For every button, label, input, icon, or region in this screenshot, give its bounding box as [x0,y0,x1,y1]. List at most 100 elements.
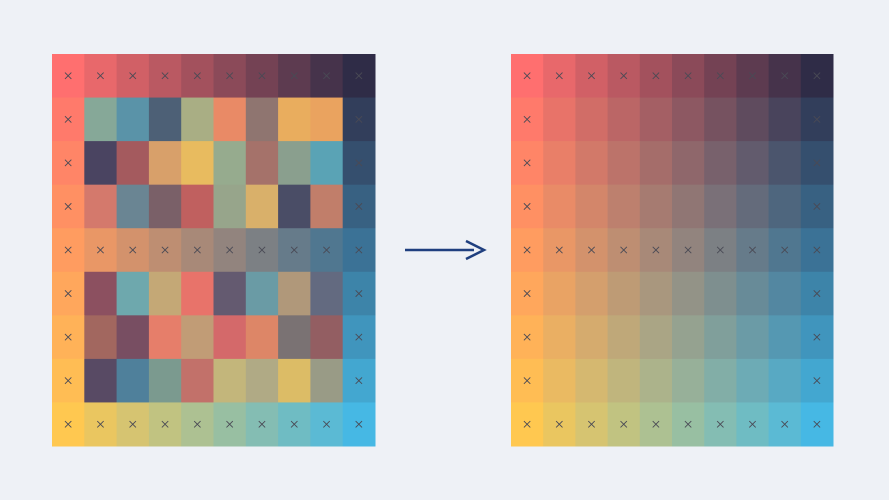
cross-marker [716,420,724,428]
cross-marker [813,377,821,385]
cell [213,141,247,186]
cell [575,97,609,142]
cross-marker [813,290,821,298]
cell [84,315,118,360]
cell [310,97,344,142]
cross-marker [355,115,363,123]
cell [639,358,673,403]
cell [116,141,150,186]
cross-marker [555,420,563,428]
cross-marker [813,202,821,210]
cross-marker [161,420,169,428]
cell [278,97,311,142]
cross-marker [161,246,169,254]
cross-marker [620,246,628,254]
cross-marker [813,246,821,254]
cell [278,141,311,186]
cell [607,315,641,360]
cross-marker [323,420,331,428]
cross-marker [748,420,757,428]
cross-marker [781,420,789,428]
cross-marker [523,246,531,254]
cell [181,141,214,186]
cross-marker [716,246,724,254]
cell [310,358,344,403]
cell [736,184,770,229]
cross-marker [523,290,531,298]
cell [84,358,118,403]
cell [181,97,214,142]
cell [278,271,311,316]
cross-marker [355,202,363,210]
cell [768,315,802,360]
cell [607,97,641,142]
cross-marker [64,202,72,210]
cross-marker [193,246,201,254]
cell [543,184,576,229]
cell [245,358,279,403]
cross-marker [64,246,72,254]
cell [84,184,118,229]
cross-marker [748,246,757,254]
cell [116,358,150,403]
cell [181,271,214,316]
cell [639,315,673,360]
cross-marker [64,115,72,123]
cross-marker [684,246,692,254]
cell [181,184,214,229]
cell [704,271,737,316]
cell [736,358,770,403]
cross-marker [523,377,531,385]
cell [148,184,182,229]
cross-marker [96,246,104,254]
cell [148,141,182,186]
cross-marker [813,420,821,428]
cell [672,315,705,360]
cell [213,97,247,142]
cross-marker [226,246,234,254]
cross-marker [64,290,72,298]
cell [148,358,182,403]
cell [639,271,673,316]
cell [543,358,576,403]
cross-marker [258,72,266,80]
cross-marker [226,72,234,80]
cross-marker [290,72,298,80]
cross-marker [555,72,563,80]
cross-marker [523,333,531,341]
cross-marker [620,420,628,428]
cross-marker [620,72,628,80]
cell [704,358,737,403]
cross-marker [523,420,531,428]
cross-marker [587,246,596,254]
cross-marker [355,72,363,80]
cross-marker [129,420,137,428]
cell [84,141,118,186]
cross-marker [587,420,596,428]
cross-marker [813,72,821,80]
cell [84,271,118,316]
cell [116,97,150,142]
cross-marker [652,420,660,428]
cell [575,315,609,360]
cell [768,184,802,229]
cell [148,315,182,360]
cell [310,184,344,229]
cell [213,315,247,360]
cell [310,271,344,316]
cell [245,141,279,186]
cell [768,141,802,186]
cross-marker [355,420,363,428]
cross-marker [96,420,104,428]
cell [736,141,770,186]
cell [245,97,279,142]
cross-marker [355,159,363,167]
cell [575,184,609,229]
arrow-head [465,239,487,261]
cross-marker [64,72,72,80]
cross-marker [716,72,724,80]
cell [672,358,705,403]
cell [607,271,641,316]
cross-marker [523,202,531,210]
